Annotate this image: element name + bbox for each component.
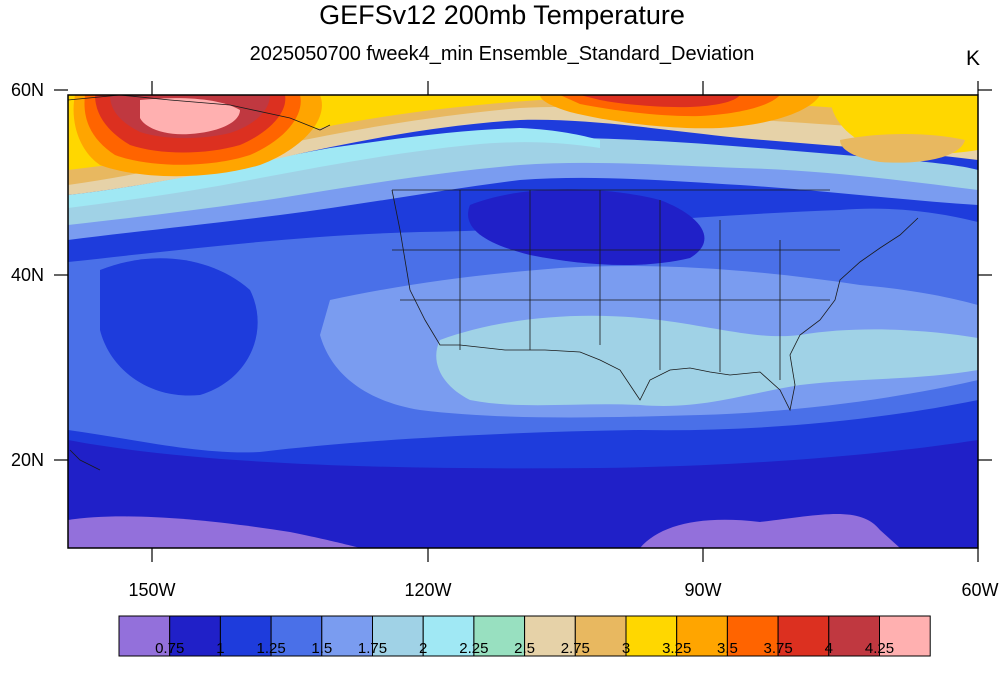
colorbar-swatch	[270, 615, 323, 657]
lon-label-90w: 90W	[684, 580, 722, 600]
colorbar-tick-label: 4	[824, 640, 833, 657]
colorbar-swatch	[524, 615, 576, 657]
lat-label-40n: 40N	[10, 265, 44, 285]
colorbar-swatch	[422, 615, 475, 657]
map-subtitle: 2025050700 fweek4_min Ensemble_Standard_…	[249, 43, 755, 65]
colorbar-swatch	[219, 615, 272, 657]
colorbar-tick-label: 3.25	[662, 640, 692, 657]
coastlines	[68, 95, 919, 471]
lon-label-60w: 60W	[961, 580, 999, 600]
colorbar-tick-label: 1.5	[311, 640, 333, 657]
contour-field	[68, 95, 978, 548]
lat-label-60n: 60N	[10, 80, 44, 100]
colorbar	[118, 615, 931, 657]
colorbar-swatch	[473, 615, 526, 657]
colorbar-tick-label: 2	[419, 640, 428, 657]
colorbar-swatch	[118, 615, 171, 657]
lat-label-20n: 20N	[10, 450, 44, 470]
lon-label-120w: 120W	[404, 580, 452, 600]
colorbar-tick-label: 3	[621, 640, 631, 657]
colorbar-swatch	[321, 615, 373, 657]
colorbar-swatch	[574, 615, 627, 657]
map-title: GEFSv12 200mb Temperature	[319, 0, 685, 30]
colorbar-tick-label: 4.25	[864, 640, 895, 657]
colorbar-tick-label: 2.25	[459, 640, 489, 657]
colorbar-tick-label: 3.5	[716, 640, 738, 657]
axis-ticks	[54, 81, 992, 562]
colorbar-swatch	[625, 615, 678, 657]
colorbar-tick-label: 2.75	[560, 640, 590, 657]
colorbar-swatch	[676, 615, 728, 657]
colorbar-swatch	[828, 615, 880, 657]
colorbar-tick-label: 3.75	[763, 640, 793, 657]
colorbar-swatch	[879, 615, 931, 657]
units-label: K	[966, 47, 981, 70]
colorbar-tick-label: 0.75	[155, 640, 185, 657]
colorbar-tick-label: 1.25	[256, 640, 286, 657]
colorbar-tick-label: 2.5	[514, 640, 536, 657]
lon-label-150w: 150W	[128, 580, 176, 600]
map-frame	[67, 94, 979, 549]
colorbar-tick-label: 1.75	[357, 640, 388, 657]
colorbar-tick-label: 1	[216, 640, 225, 657]
colorbar-swatch	[169, 615, 221, 657]
